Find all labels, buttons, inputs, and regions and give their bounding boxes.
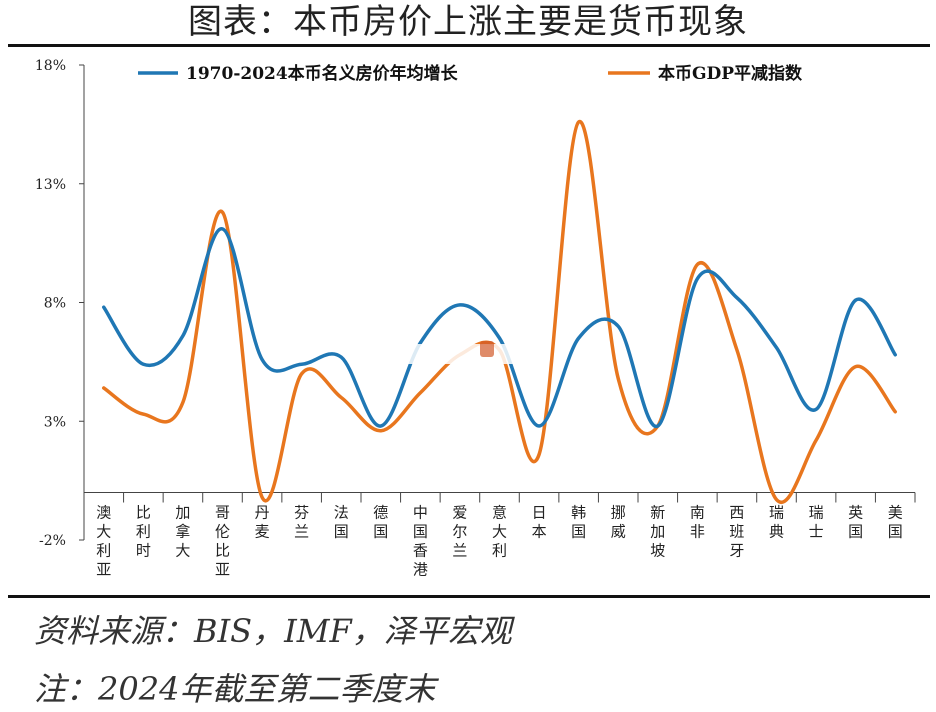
x-tick-label: 瑞士 xyxy=(809,504,824,541)
watermark-overlay xyxy=(404,341,544,364)
x-tick-label: 比利时 xyxy=(136,504,151,560)
x-tick-label: 西班牙 xyxy=(729,504,744,560)
chart-title: 图表：本币房价上涨主要是货币现象 xyxy=(188,2,748,42)
footnote: 注：2024年截至第二季度末 xyxy=(34,670,436,708)
x-tick-label: 英国 xyxy=(848,504,863,541)
x-tick-label: 法国 xyxy=(334,504,349,541)
y-tick-label: 3% xyxy=(44,414,66,430)
y-tick-label: 8% xyxy=(44,296,66,312)
legend-label: 1970-2024本币名义房价年均增长 xyxy=(186,63,459,84)
x-tick-label: 加拿大 xyxy=(175,504,190,560)
x-tick-label: 日本 xyxy=(532,504,547,541)
x-tick-label: 中国香港 xyxy=(413,504,428,579)
x-tick-label: 瑞典 xyxy=(769,504,784,541)
x-tick-label: 新加坡 xyxy=(650,504,665,560)
series-lines xyxy=(102,120,897,504)
x-tick-label: 芬兰 xyxy=(294,504,309,541)
y-tick-label: 18% xyxy=(35,58,66,74)
x-tick-label: 南非 xyxy=(690,504,705,541)
x-tick-label: 澳大利亚 xyxy=(96,504,111,579)
series-gdp-deflator-line xyxy=(102,120,897,504)
x-tick-label: 丹麦 xyxy=(255,504,270,541)
title-rule xyxy=(8,44,930,47)
x-tick-label: 德国 xyxy=(373,504,388,541)
series-house-price-line xyxy=(102,227,897,428)
x-tick-label: 意大利 xyxy=(492,504,507,560)
legend-label: 本币GDP平减指数 xyxy=(658,63,803,84)
x-tick-label: 韩国 xyxy=(571,504,586,541)
watermark-mark xyxy=(480,341,494,357)
source-note: 资料来源：BIS，IMF，泽平宏观 xyxy=(34,612,512,650)
y-tick-label: 13% xyxy=(35,177,66,193)
x-tick-label: 挪威 xyxy=(611,504,626,541)
watermark-patch xyxy=(404,344,544,364)
legend: 1970-2024本币名义房价年均增长 本币GDP平减指数 xyxy=(138,63,803,84)
footer-rule xyxy=(8,595,930,598)
y-tick-label: -2% xyxy=(39,533,66,549)
x-tick-label: 美国 xyxy=(888,504,903,541)
x-tick-label: 爱尔兰 xyxy=(452,504,467,560)
x-tick-label: 哥伦比亚 xyxy=(215,504,230,579)
